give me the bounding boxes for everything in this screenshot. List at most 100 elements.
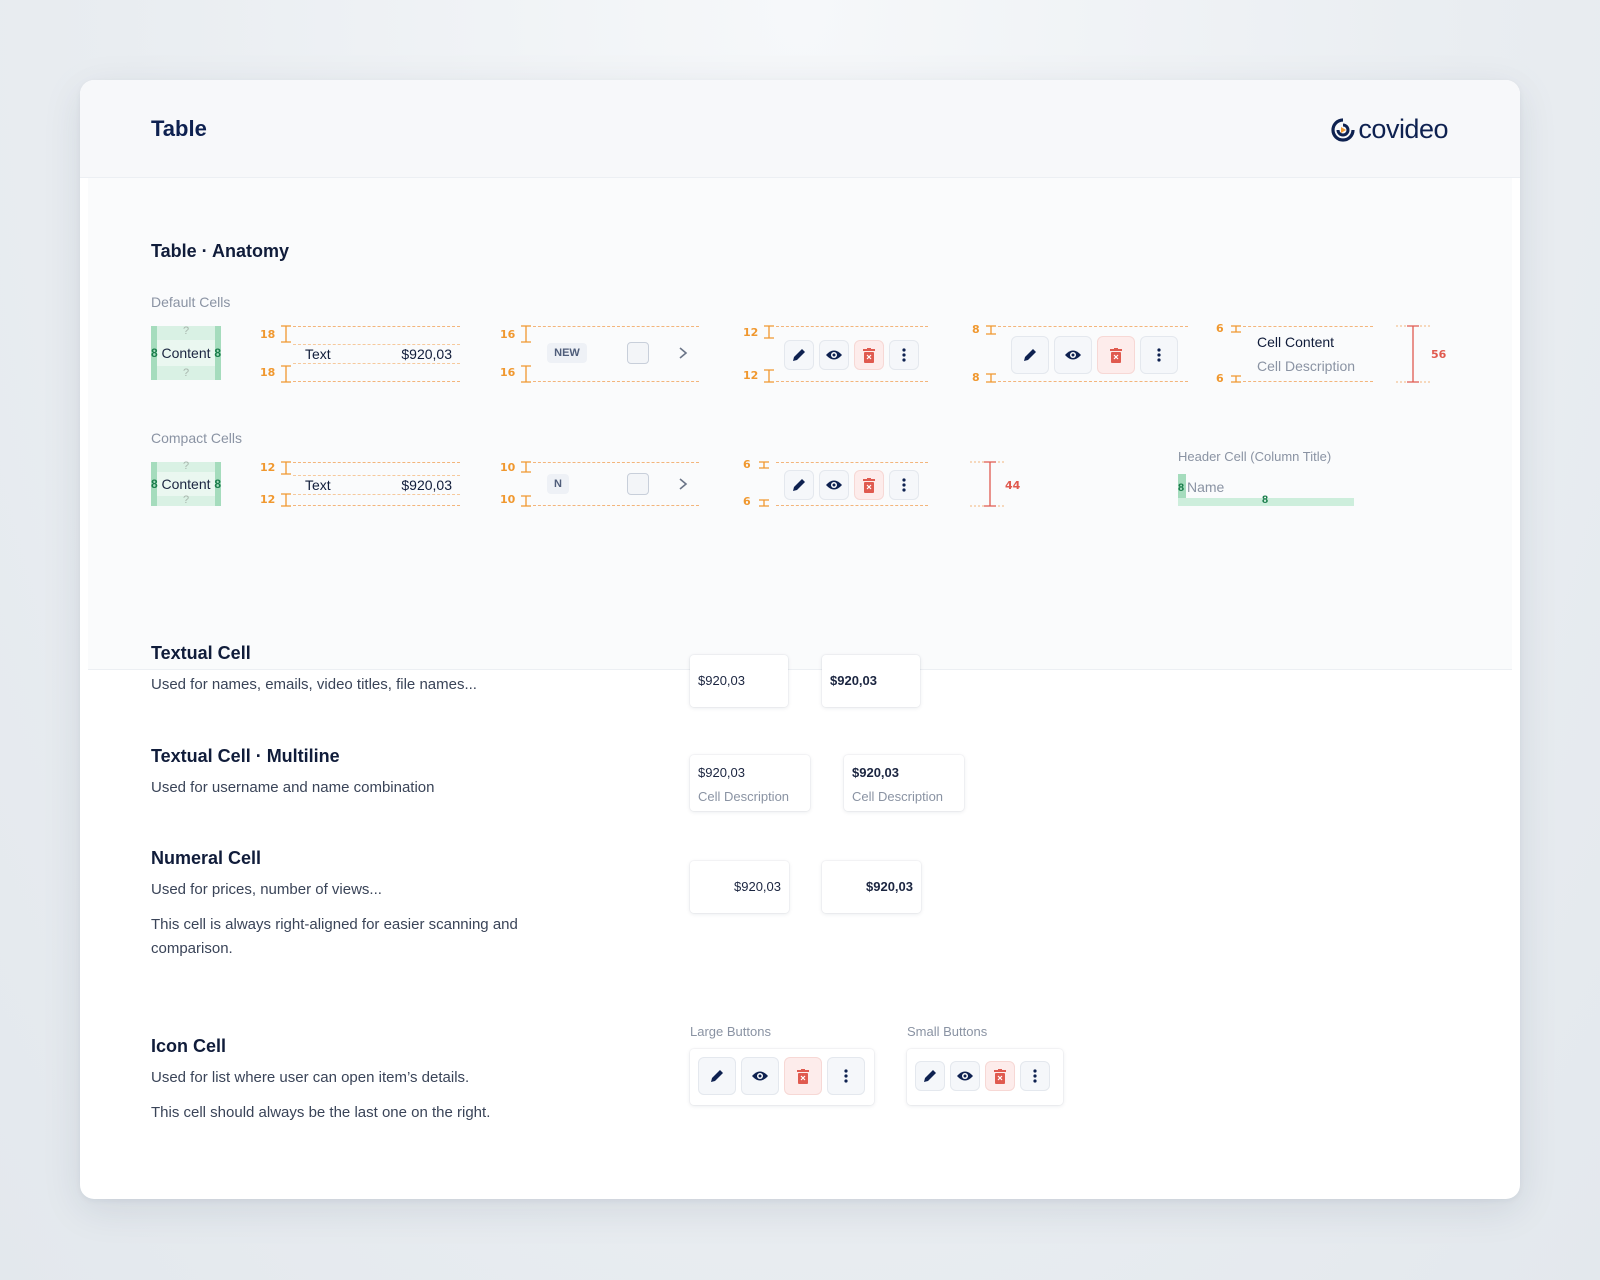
badge-cell-default: NEW <box>533 326 699 382</box>
covideo-logo-icon <box>1331 117 1356 142</box>
bottom-padding-mark: ? <box>182 494 190 506</box>
spacing-bracket-icon <box>521 461 531 507</box>
pencil-icon <box>1024 349 1036 361</box>
amount-cell-label: $920,03 <box>401 477 452 493</box>
edit-button[interactable] <box>784 470 814 500</box>
top-padding-mark: ? <box>182 460 190 472</box>
content-box: 8 Content 8 <box>151 472 221 496</box>
compact-cells-label: Compact Cells <box>151 430 243 446</box>
icon-cell-compact <box>776 462 928 506</box>
left-padding-value: 8 <box>1178 482 1185 494</box>
left-padding-value: 8 <box>151 346 158 360</box>
measure-top: 18 <box>260 328 276 341</box>
cell-value: $920,03 <box>852 765 899 780</box>
eye-icon <box>752 1071 768 1081</box>
spacing-bracket-icon <box>1231 325 1241 383</box>
measure-top: 6 <box>743 458 751 471</box>
chevron-right-icon[interactable] <box>677 346 689 360</box>
icon-cell-large <box>690 1049 874 1105</box>
row-checkbox[interactable] <box>627 342 649 364</box>
bottom-padding-bar <box>1178 498 1354 506</box>
numeral-cell-regular: $920,03 <box>690 861 789 913</box>
measure-bottom: 10 <box>500 493 516 506</box>
measure-top: 10 <box>500 461 516 474</box>
amount-cell-label: $920,03 <box>401 346 452 362</box>
textual-cell-title: Textual Cell <box>151 643 251 663</box>
bottom-padding-mark: ? <box>182 367 190 379</box>
page-header: Table covideo <box>80 80 1520 178</box>
cell-description-label: Cell Description <box>1257 358 1356 374</box>
view-button[interactable] <box>741 1057 779 1095</box>
numeral-cell-desc: Used for prices, number of views... <box>151 881 382 898</box>
textual-cell-bold: $920,03 <box>822 655 920 707</box>
more-vertical-icon <box>902 478 906 492</box>
cell-value: $920,03 <box>866 879 913 894</box>
delete-button[interactable] <box>784 1057 822 1095</box>
spacing-bracket-icon <box>281 461 291 507</box>
pencil-icon <box>793 479 805 491</box>
eye-icon <box>957 1071 973 1081</box>
logo-text: covideo <box>1358 114 1448 144</box>
cell-value: $920,03 <box>698 673 745 688</box>
view-button[interactable] <box>1054 336 1092 374</box>
content-label: Content <box>161 345 211 361</box>
multiline-cell-bold: $920,03 Cell Description <box>844 755 964 811</box>
trash-icon <box>1110 347 1122 363</box>
text-cell-label: Text <box>305 346 331 362</box>
delete-button[interactable] <box>1097 336 1135 374</box>
more-button[interactable] <box>1020 1061 1050 1091</box>
more-button[interactable] <box>889 470 919 500</box>
measure-top: 6 <box>1216 322 1224 335</box>
measure-bottom: 12 <box>260 493 276 506</box>
chevron-right-icon[interactable] <box>677 477 689 491</box>
trash-icon <box>797 1068 809 1084</box>
view-button[interactable] <box>950 1061 980 1091</box>
view-button[interactable] <box>819 340 849 370</box>
measure-bottom: 16 <box>500 366 516 379</box>
view-button[interactable] <box>819 470 849 500</box>
cell-description: Cell Description <box>852 789 944 804</box>
measure-top: 16 <box>500 328 516 341</box>
textual-cell-regular: $920,03 <box>690 655 788 707</box>
pencil-icon <box>711 1070 723 1082</box>
delete-button[interactable] <box>854 340 884 370</box>
measure-top: 12 <box>743 326 759 339</box>
edit-button[interactable] <box>1011 336 1049 374</box>
spacing-bracket-icon <box>986 325 996 383</box>
text-cell-row: Text $920,03 <box>293 344 460 364</box>
anatomy-section: Table · Anatomy Default Cells ? 8 Conten… <box>88 178 1512 670</box>
delete-button[interactable] <box>854 470 884 500</box>
edit-button[interactable] <box>915 1061 945 1091</box>
more-button[interactable] <box>827 1057 865 1095</box>
small-buttons-label: Small Buttons <box>907 1024 988 1039</box>
edit-button[interactable] <box>784 340 814 370</box>
numeral-cell-title: Numeral Cell <box>151 848 262 868</box>
spacing-bracket-icon <box>764 325 774 383</box>
cell-content-label: Cell Content <box>1257 334 1335 350</box>
row-checkbox[interactable] <box>627 473 649 495</box>
cell-value: $920,03 <box>830 673 877 688</box>
spacing-bracket-icon <box>521 325 531 383</box>
edit-button[interactable] <box>698 1057 736 1095</box>
textual-cell-desc: Used for names, emails, video titles, fi… <box>151 676 477 693</box>
height-indicator-icon <box>970 461 1004 507</box>
top-padding-mark: ? <box>182 325 190 337</box>
multiline-cell-title: Textual Cell · Multiline <box>151 746 340 766</box>
text-cell-label: Text <box>305 477 331 493</box>
content-padding-diagram: ? 8 Content 8 ? <box>151 325 221 380</box>
cell-value: $920,03 <box>734 879 781 894</box>
anatomy-title: Table · Anatomy <box>151 241 290 261</box>
measure-top: 12 <box>260 461 276 474</box>
pencil-icon <box>924 1070 936 1082</box>
text-cell-compact: Text $920,03 <box>293 462 460 506</box>
numeral-cell-desc-2: This cell is always right-aligned for ea… <box>151 916 518 957</box>
more-button[interactable] <box>889 340 919 370</box>
table-spec-card: Table covideo Table · Anatomy Default Ce… <box>80 80 1520 1199</box>
column-title-label: Name <box>1187 479 1225 495</box>
trash-icon <box>863 347 875 363</box>
row-height-value: 56 <box>1431 348 1447 361</box>
delete-button[interactable] <box>985 1061 1015 1091</box>
more-button[interactable] <box>1140 336 1178 374</box>
measure-bottom: 12 <box>743 369 759 382</box>
text-cell-default: Text $920,03 <box>293 326 460 382</box>
